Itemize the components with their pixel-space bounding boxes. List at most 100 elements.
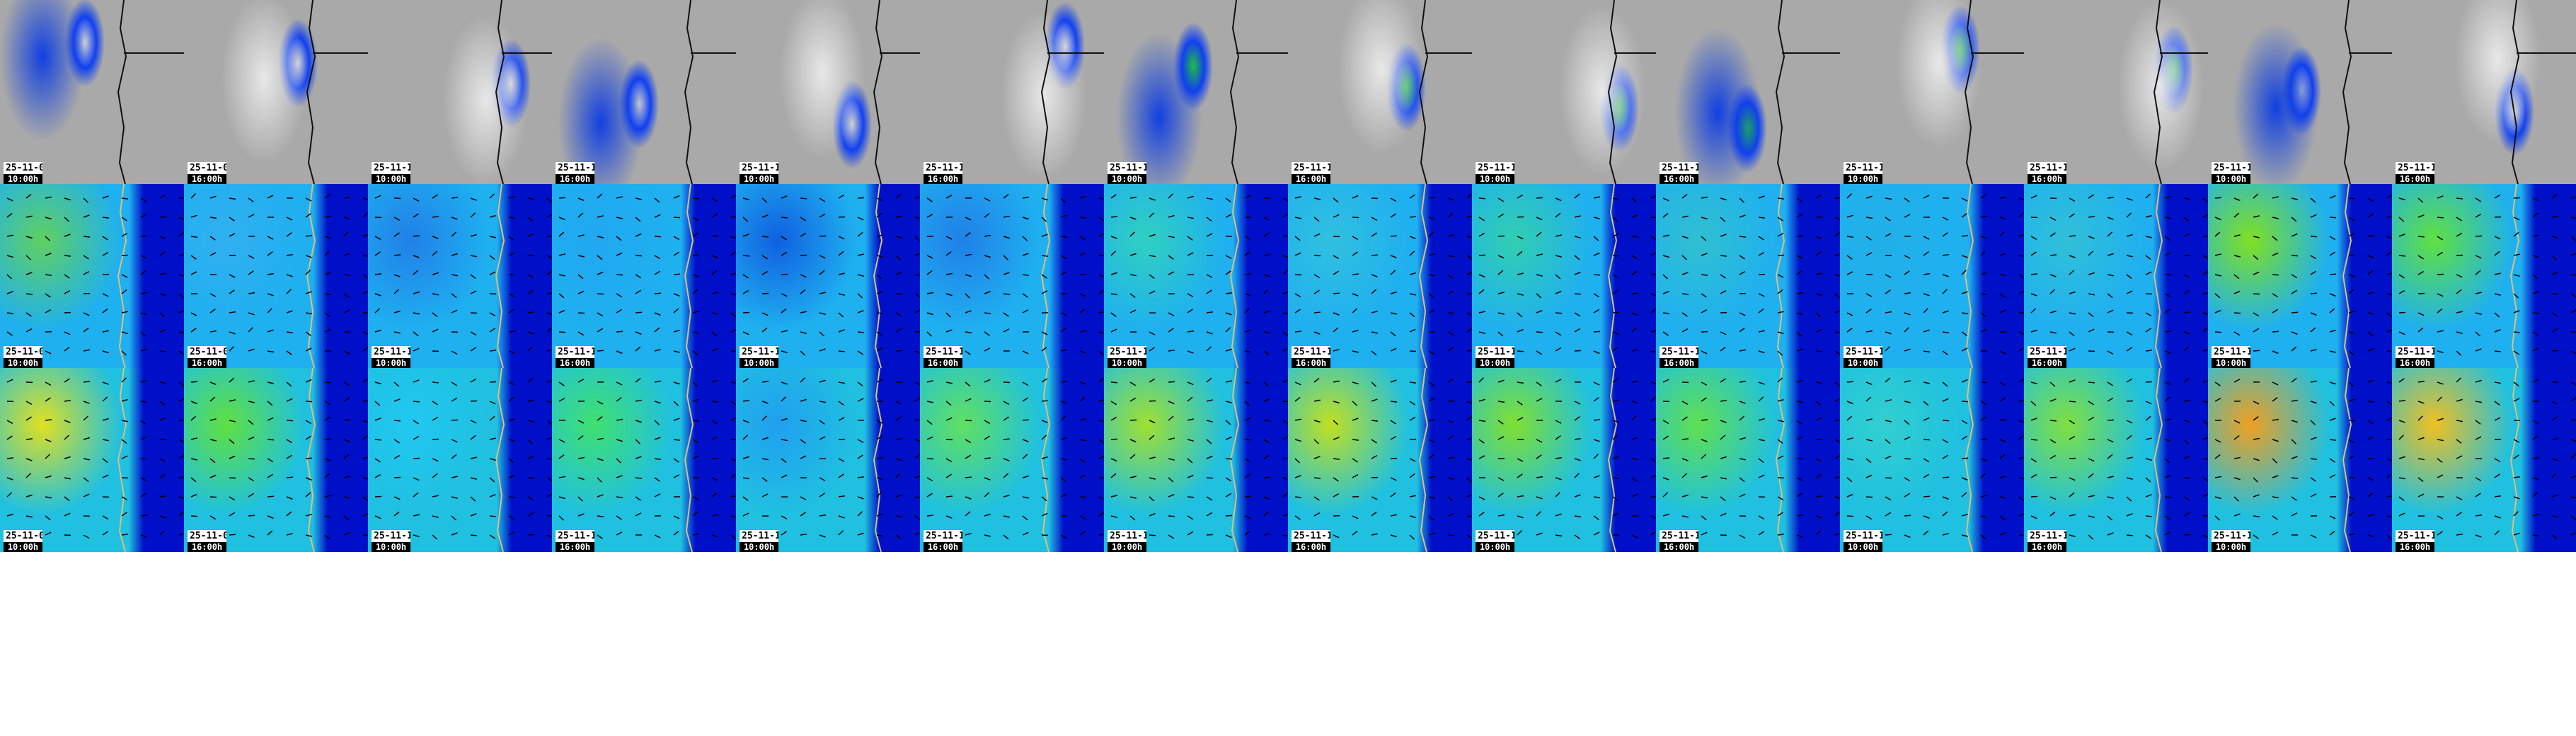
wind-arrow (1110, 194, 1117, 199)
wind-arrow (546, 312, 552, 316)
map-panel-precipitation-satellite[interactable]: 25-11-1116:00h (920, 0, 1104, 184)
wind-arrow (64, 197, 71, 201)
wind-arrow (2494, 329, 2501, 333)
wind-arrow (730, 251, 736, 256)
wind-arrow (267, 329, 274, 333)
wind-arrow (209, 515, 217, 520)
wind-arrow (1574, 255, 1580, 260)
wind-arrow (1796, 270, 1802, 275)
map-panel-wind-upper[interactable]: 25-11-1110:00h (736, 184, 920, 368)
wind-arrow (2291, 456, 2298, 459)
map-panel-precipitation-satellite[interactable]: 25-11-1110:00h (736, 0, 920, 184)
wind-arrow (2386, 251, 2392, 256)
map-panel-precipitation-satellite[interactable]: 25-11-1510:00h (2208, 0, 2392, 184)
map-panel-wind-lower[interactable]: 25-11-0910:00h (0, 368, 184, 552)
map-panel-wind-upper[interactable]: 25-11-1410:00h (1840, 184, 2024, 368)
wind-arrow (1079, 515, 1086, 520)
wind-arrow (1497, 292, 1505, 294)
map-panel-precipitation-satellite[interactable]: 25-11-0910:00h (0, 0, 184, 184)
wind-arrow (83, 327, 89, 333)
wind-arrow (45, 293, 51, 298)
wind-arrow (1466, 458, 1472, 461)
wind-arrow (1022, 496, 1029, 499)
wind-arrow (190, 437, 197, 440)
map-panel-wind-lower[interactable]: 25-11-1410:00h (1840, 368, 2024, 552)
map-panel-wind-lower[interactable]: 25-11-1016:00h (552, 368, 736, 552)
map-panel-wind-upper[interactable]: 25-11-0910:00h (0, 184, 184, 368)
wind-arrow (229, 233, 236, 237)
map-panel-wind-upper[interactable]: 25-11-1016:00h (552, 184, 736, 368)
wind-arrow (1263, 350, 1270, 356)
map-panel-wind-upper[interactable]: 25-11-1516:00h (2392, 184, 2576, 368)
map-panel-wind-lower[interactable]: 25-11-1110:00h (736, 368, 920, 552)
wind-arrow (577, 513, 585, 517)
map-panel-wind-lower[interactable]: 25-11-1416:00h (2024, 368, 2208, 552)
wind-arrow (2018, 378, 2024, 383)
map-panel-wind-upper[interactable]: 25-11-1116:00h (920, 184, 1104, 368)
wind-arrow (546, 255, 552, 259)
wind-arrow (229, 512, 236, 517)
map-panel-wind-lower[interactable]: 25-11-1510:00h (2208, 368, 2392, 552)
wind-arrow (2145, 271, 2152, 275)
wind-arrow (1206, 399, 1213, 402)
date-text: 25-11-09 (188, 530, 226, 542)
wind-arrow (1612, 420, 1619, 423)
map-panel-wind-upper[interactable]: 25-11-1416:00h (2024, 184, 2208, 368)
wind-arrow (432, 473, 438, 478)
wind-arrow (121, 289, 127, 294)
wind-arrow (1263, 476, 1271, 478)
map-panel-wind-upper[interactable]: 25-11-1316:00h (1656, 184, 1840, 368)
map-panel-wind-lower[interactable]: 25-11-0916:00h (184, 368, 368, 552)
wind-arrow (800, 496, 807, 500)
map-panel-wind-lower[interactable]: 25-11-1116:00h (920, 368, 1104, 552)
wind-arrow (1650, 439, 1656, 441)
map-panel-precipitation-satellite[interactable]: 25-11-1516:00h (2392, 0, 2576, 184)
map-panel-precipitation-satellite[interactable]: 25-11-1416:00h (2024, 0, 2208, 184)
wind-arrow (1536, 197, 1543, 199)
map-panel-precipitation-satellite[interactable]: 25-11-1316:00h (1656, 0, 1840, 184)
map-panel-wind-upper[interactable]: 25-11-1310:00h (1472, 184, 1656, 368)
wind-arrow (616, 236, 622, 241)
map-panel-wind-upper[interactable]: 25-11-0916:00h (184, 184, 368, 368)
map-panel-precipitation-satellite[interactable]: 25-11-1210:00h (1104, 0, 1288, 184)
map-panel-wind-lower[interactable]: 25-11-1216:00h (1288, 368, 1472, 552)
wind-arrow (1206, 534, 1214, 536)
wind-arrow (984, 435, 990, 440)
map-panel-wind-lower[interactable]: 25-11-1316:00h (1656, 368, 1840, 552)
map-panel-precipitation-satellite[interactable]: 25-11-1216:00h (1288, 0, 1472, 184)
wind-arrow (2145, 458, 2152, 461)
map-panel-precipitation-satellite[interactable]: 25-11-1016:00h (552, 0, 736, 184)
wind-arrow (1244, 381, 1251, 384)
wind-arrow (1060, 534, 1067, 539)
wind-arrow (178, 496, 184, 500)
map-panel-precipitation-satellite[interactable]: 25-11-0916:00h (184, 0, 368, 184)
wind-arrow (1187, 330, 1195, 333)
map-panel-wind-upper[interactable]: 25-11-1510:00h (2208, 184, 2392, 368)
map-panel-wind-lower[interactable]: 25-11-1310:00h (1472, 368, 1656, 552)
wind-arrow (45, 397, 51, 402)
wind-arrow (1739, 349, 1746, 352)
map-panel-wind-upper[interactable]: 25-11-1216:00h (1288, 184, 1472, 368)
map-panel-wind-lower[interactable]: 25-11-1210:00h (1104, 368, 1288, 552)
wind-arrow (2126, 274, 2132, 280)
map-panel-precipitation-satellite[interactable]: 25-11-1010:00h (368, 0, 552, 184)
wind-arrow (2367, 379, 2374, 383)
map-panel-wind-upper[interactable]: 25-11-1210:00h (1104, 184, 1288, 368)
wind-arrow (2069, 379, 2076, 383)
wind-arrow (1282, 197, 1288, 202)
wind-arrow (2088, 495, 2095, 498)
map-panel-precipitation-satellite[interactable]: 25-11-1310:00h (1472, 0, 1656, 184)
wind-arrow (1294, 217, 1301, 219)
map-panel-precipitation-satellite[interactable]: 25-11-1410:00h (1840, 0, 2024, 184)
map-panel-wind-lower[interactable]: 25-11-1010:00h (368, 368, 552, 552)
wind-arrow (1244, 417, 1251, 421)
wind-arrow (1098, 534, 1104, 536)
wind-arrow (1720, 331, 1727, 335)
map-overlay (2030, 368, 2208, 552)
map-panel-wind-upper[interactable]: 25-11-1010:00h (368, 184, 552, 368)
wind-arrow (2214, 496, 2221, 500)
wind-arrow (362, 513, 368, 517)
map-panel-wind-lower[interactable]: 25-11-1516:00h (2392, 368, 2576, 552)
wind-arrow (190, 477, 197, 483)
wind-arrow (984, 347, 991, 352)
